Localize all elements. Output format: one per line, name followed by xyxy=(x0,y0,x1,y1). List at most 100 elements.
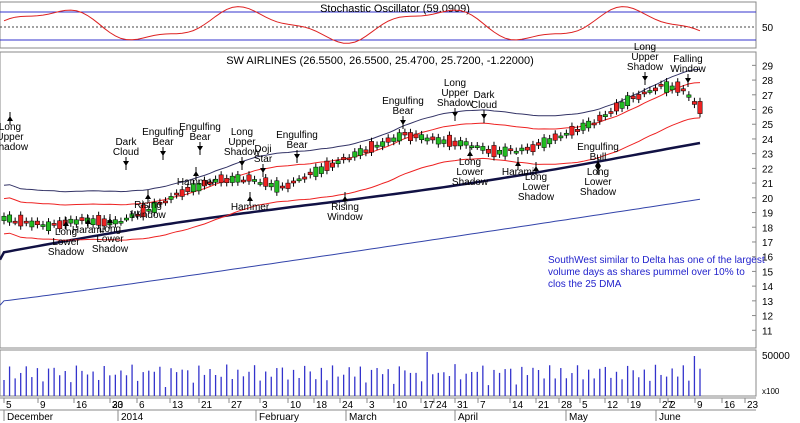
pattern-label-text: Shadow xyxy=(224,147,261,158)
candle-down xyxy=(302,176,308,180)
pattern-label-text: Cloud xyxy=(113,147,139,158)
pattern-arrow-head xyxy=(533,166,539,171)
candle-up xyxy=(480,146,486,151)
candle-down xyxy=(246,174,252,182)
pattern-label-text: Long xyxy=(587,167,609,178)
price-tick-label: 24 xyxy=(762,135,774,146)
candle-down xyxy=(157,202,163,205)
month-label: February xyxy=(259,412,299,423)
pattern-label-text: Upper xyxy=(228,137,256,148)
x-tick-label: 18 xyxy=(316,400,328,411)
pattern-arrow-head xyxy=(85,219,91,224)
pattern-label-text: Engulfing xyxy=(179,122,221,133)
candle-down xyxy=(530,144,536,152)
pattern-arrow-head xyxy=(145,194,151,199)
candle-down xyxy=(163,200,168,204)
x-tick-label: 10 xyxy=(396,400,408,411)
candle-up xyxy=(669,85,675,91)
pattern-arrow-head xyxy=(685,78,691,83)
candle-up xyxy=(235,174,241,183)
month-label: 2014 xyxy=(121,412,144,423)
pattern-label-text: Long xyxy=(231,127,253,138)
candle-up xyxy=(40,224,46,227)
pattern-label-text: Long xyxy=(459,157,481,168)
candle-down xyxy=(201,179,207,187)
candle-down xyxy=(552,133,558,141)
x-tick-label: 30 xyxy=(112,400,124,411)
price-tick-label: 28 xyxy=(762,76,774,87)
pattern-label-text: Hammer xyxy=(177,177,216,188)
pattern-arrow-head xyxy=(515,161,521,166)
price-tick-label: 19 xyxy=(762,209,774,220)
price-tick-label: 17 xyxy=(762,238,774,249)
x-tick-label: 14 xyxy=(512,400,524,411)
pattern-label-text: Upper xyxy=(441,88,469,99)
candle-down xyxy=(218,174,224,184)
candle-up xyxy=(664,81,670,93)
candle-down xyxy=(402,132,408,136)
pattern-labels: LongUpperShadowLongLowerShadowHaramiLong… xyxy=(0,42,707,258)
pattern-label-text: Bear xyxy=(189,132,211,143)
candle-up xyxy=(90,218,96,226)
x-tick-label: 12 xyxy=(607,400,619,411)
pattern-label: Harami xyxy=(72,215,104,236)
month-label: June xyxy=(659,412,681,423)
x-tick-label: 21 xyxy=(538,400,550,411)
candle-up xyxy=(625,95,631,107)
pattern-label-text: Bear xyxy=(152,137,174,148)
candle-down xyxy=(341,157,347,161)
pattern-label-text: Shadow xyxy=(0,142,29,153)
volume-unit-label: x100 xyxy=(762,387,780,396)
x-tick-label: 19 xyxy=(630,400,642,411)
pattern-label-text: Hammer xyxy=(231,202,270,213)
candle-up xyxy=(73,219,79,225)
candle-down xyxy=(57,220,63,230)
moving-average-line xyxy=(0,141,701,261)
candle-up xyxy=(519,147,525,152)
candle-down xyxy=(285,182,291,189)
candle-up xyxy=(463,141,469,146)
candle-up xyxy=(257,182,263,185)
candle-down xyxy=(174,192,180,196)
pattern-label: Hammer xyxy=(231,192,270,213)
candle-down xyxy=(263,177,269,187)
x-tick-label: 24 xyxy=(342,400,354,411)
candle-down xyxy=(185,186,191,192)
x-tick-label: 9 xyxy=(697,400,703,411)
price-tick-label: 12 xyxy=(762,312,774,323)
candle-up xyxy=(335,160,341,165)
oscillator-panel: Stochastic Oscillator (59.0909) 50 xyxy=(0,1,774,49)
candle-up xyxy=(296,178,302,182)
month-label: April xyxy=(458,412,478,423)
pattern-label-text: Long xyxy=(525,172,547,183)
pattern-label-text: Falling xyxy=(673,54,702,65)
candle-up xyxy=(68,218,74,224)
candle-down xyxy=(658,84,664,87)
candle-up xyxy=(168,196,174,200)
pattern-label-text: Window xyxy=(327,212,363,223)
candle-up xyxy=(586,120,592,129)
candle-up xyxy=(558,135,564,139)
pattern-label-text: Harami xyxy=(502,167,534,178)
candle-up xyxy=(352,151,358,158)
pattern-arrow-head xyxy=(160,151,166,156)
candle-up xyxy=(563,132,569,136)
envelope-upper-line xyxy=(3,68,701,193)
candle-down xyxy=(101,218,107,227)
price-tick-label: 13 xyxy=(762,297,774,308)
candle-down xyxy=(307,171,313,176)
candle-up xyxy=(118,220,124,224)
x-tick-label: 16 xyxy=(76,400,88,411)
pattern-arrow-head xyxy=(7,116,13,121)
